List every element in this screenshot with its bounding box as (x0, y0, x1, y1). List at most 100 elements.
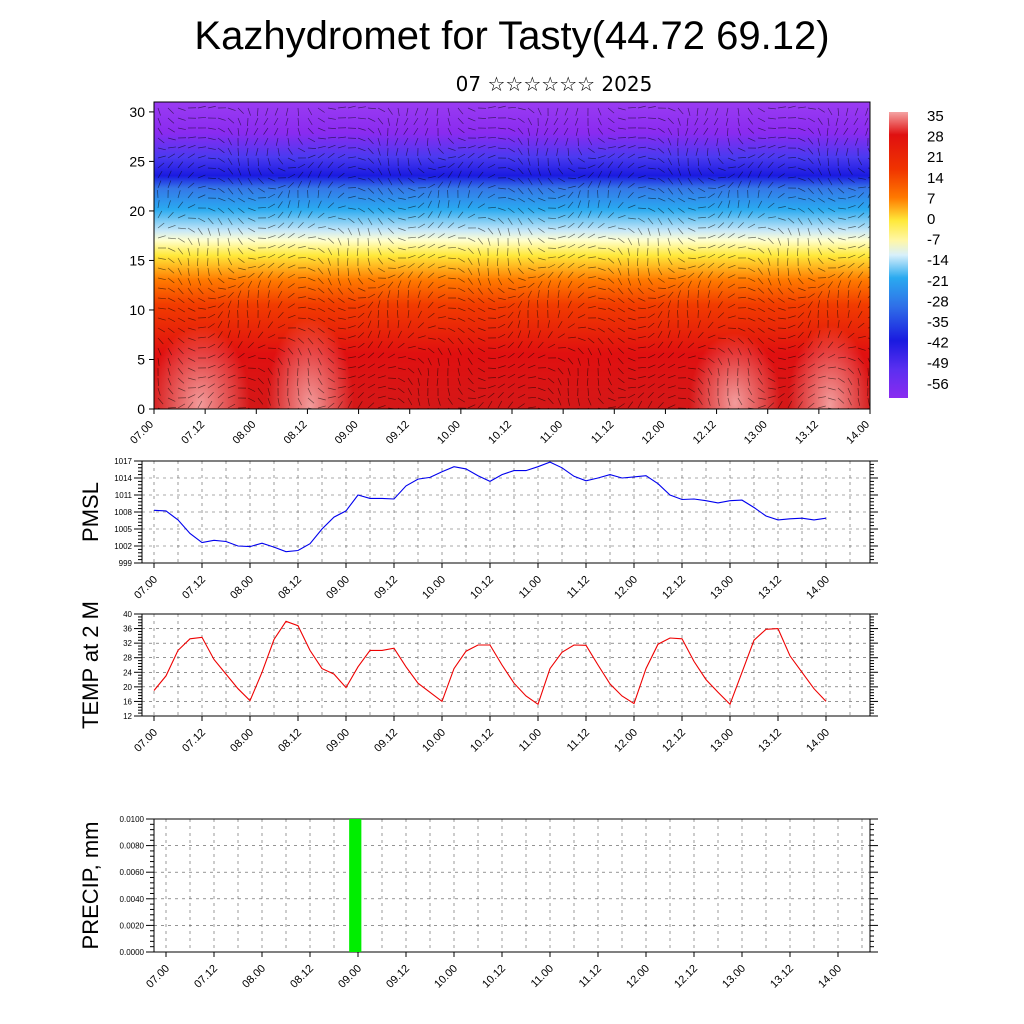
wind-barb-1904 (477, 367, 486, 373)
wind-barb-636 (757, 180, 762, 189)
wind-barb-1010 (177, 247, 184, 255)
wind-barb-790 (857, 202, 864, 209)
wind-barb-567 (787, 176, 796, 179)
wind-barb-2131 (587, 397, 592, 406)
wind-barb-489 (727, 166, 736, 169)
wind-barb-349 (767, 144, 776, 149)
wind-barb-1218 (817, 267, 826, 272)
wind-barb-1386 (337, 297, 345, 303)
wind-barb-727 (227, 207, 235, 214)
wind-barb-859 (827, 217, 835, 223)
wind-barb-1323 (427, 281, 434, 289)
wind-barb-931 (827, 227, 835, 234)
wind-barb-1571 (747, 317, 756, 322)
wind-barb-1589 (207, 323, 215, 329)
wind-barb-228 (275, 137, 279, 146)
wind-barb-2060 (597, 387, 602, 396)
wind-barb-711 (787, 196, 796, 199)
wind-barb-1281 (727, 274, 736, 279)
wind-barb-461 (447, 163, 455, 169)
wind-barb-878 (297, 221, 304, 229)
wind-barb-983 (627, 237, 633, 246)
wind-barb-1093 (287, 254, 296, 259)
wind-barb-1112 (477, 257, 480, 266)
wind-barb-1574 (777, 317, 786, 320)
wind-barb-7 (227, 107, 236, 111)
wind-barb-1757 (447, 347, 452, 356)
wind-barb-1222 (857, 262, 865, 269)
wind-barb-1370 (177, 297, 185, 304)
wind-barb-784 (797, 207, 805, 213)
wind-barb-598 (377, 187, 383, 195)
wind-barb-732 (277, 201, 283, 209)
wind-barb-2056 (557, 387, 561, 396)
wind-barb-2145 (727, 397, 731, 406)
wind-barb-1891 (347, 366, 356, 369)
wind-barb-789 (847, 205, 856, 209)
wind-barb-1461 (367, 301, 374, 309)
wind-barb-764 (597, 200, 600, 209)
wind-barb-181 (527, 127, 531, 136)
wind-barb-1720 (797, 331, 804, 339)
wind-barb-1982 (537, 377, 546, 381)
wind-barb-243 (426, 137, 429, 146)
wind-barb-977 (567, 233, 576, 239)
wind-barb-1683 (427, 337, 436, 340)
wind-barb-1238 (297, 277, 307, 279)
wind-barb-1362 (817, 283, 825, 289)
wind-barb-1558 (617, 317, 626, 322)
wind-barb-873 (247, 227, 256, 233)
wind-barb-1777 (647, 343, 655, 349)
wind-barb-457 (407, 167, 413, 176)
wind-barb-1440 (157, 307, 166, 310)
wind-barb-1594 (257, 320, 261, 329)
wind-barb-1173 (367, 267, 373, 275)
wind-barb-721 (167, 200, 171, 209)
wind-barb-440 (237, 167, 242, 176)
wind-barb-992 (717, 233, 725, 239)
wind-barb-1664 (237, 330, 241, 339)
wind-barb-914 (657, 227, 661, 236)
wind-barb-618 (577, 182, 585, 189)
wind-barb-1425 (727, 293, 735, 299)
wind-barb-1907 (507, 363, 516, 369)
wind-barb-361 (167, 153, 176, 159)
wind-barb-230 (297, 137, 303, 145)
wind-barb-547 (587, 172, 594, 179)
wind-barb-730 (257, 207, 267, 209)
wind-barb-350 (777, 145, 786, 149)
wind-barb-1206 (697, 263, 705, 269)
wind-barb-1105 (407, 254, 416, 259)
wind-barb-227 (264, 137, 269, 146)
wind-barb-862 (857, 212, 865, 219)
wind-barb-1496 (717, 301, 723, 309)
wind-barb-1823 (387, 353, 396, 359)
plot-frame (141, 613, 871, 717)
wind-barb-1059 (667, 247, 671, 256)
wind-barb-1783 (707, 347, 716, 350)
colorbar (889, 112, 908, 398)
wind-barb-537 (487, 173, 496, 179)
wind-barb-1400 (477, 297, 485, 304)
wind-barb-1800 (157, 357, 160, 366)
wind-barb-1279 (707, 271, 713, 279)
wind-barb-765 (607, 200, 612, 209)
wind-barb-1814 (297, 357, 300, 366)
xtick-label: 10.12 (468, 574, 496, 602)
wind-barb-1717 (767, 337, 776, 343)
wind-barb-1567 (707, 310, 712, 319)
wind-barb-754 (497, 207, 506, 211)
wind-barb-1199 (627, 267, 630, 276)
wind-barb-2109 (367, 393, 375, 399)
wind-barb-1419 (667, 291, 674, 299)
wind-barb-1132 (677, 257, 685, 263)
wind-barb-794 (177, 214, 186, 219)
wind-barb-445 (287, 167, 297, 169)
wind-barb-584 (237, 187, 243, 195)
wind-barb-1031 (387, 247, 395, 254)
wind-barb-522 (337, 172, 345, 179)
xtick-label: 12.00 (624, 963, 652, 991)
wind-barb-278 (777, 136, 786, 139)
grid (142, 614, 870, 716)
wind-barb-747 (427, 200, 432, 209)
